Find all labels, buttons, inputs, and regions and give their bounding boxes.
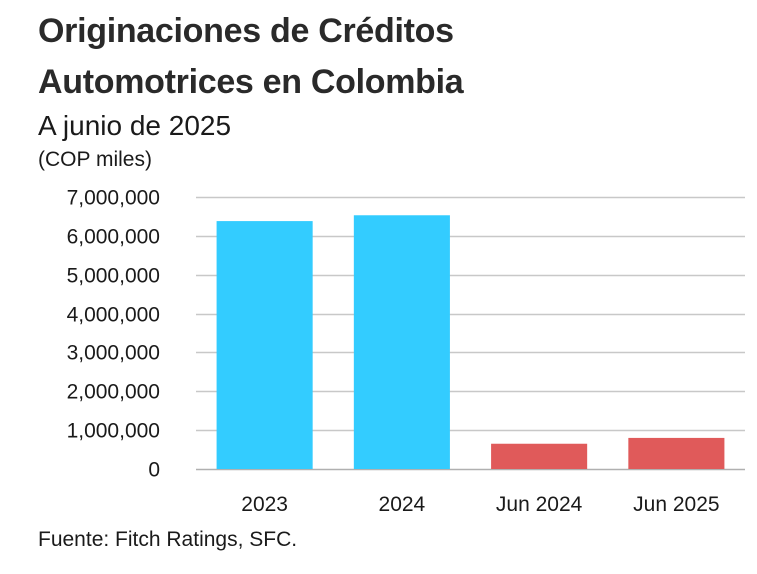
- y-tick-label: 5,000,000: [67, 265, 160, 288]
- chart-title-line-2: Automotrices en Colombia: [38, 63, 464, 101]
- y-tick-label: 4,000,000: [67, 304, 160, 327]
- source-note: Fuente: Fitch Ratings, SFC.: [38, 528, 298, 551]
- x-category-label: Jun 2024: [496, 493, 583, 516]
- x-category-label: Jun 2025: [633, 493, 719, 516]
- y-tick-label: 2,000,000: [67, 381, 160, 404]
- x-category-label: 2023: [241, 493, 288, 516]
- x-category-label: 2024: [379, 493, 426, 516]
- bar-jun-2025: [628, 437, 725, 469]
- y-tick-label: 7,000,000: [67, 187, 160, 210]
- y-tick-label: 1,000,000: [67, 420, 160, 443]
- chart-title-line-1: Originaciones de Créditos: [38, 12, 454, 50]
- chart-title: Originaciones de Créditos Automotrices e…: [38, 6, 738, 108]
- y-tick-label: 6,000,000: [67, 226, 160, 249]
- x-axis-category-labels: 2023 2024 Jun 2024 Jun 2025: [241, 493, 719, 516]
- bar-2023: [216, 221, 313, 469]
- bar-2024: [353, 215, 450, 469]
- y-axis-tick-labels: 0 1,000,000 2,000,000 3,000,000 4,000,000 5,0…: [67, 187, 160, 482]
- bars: [216, 215, 725, 469]
- chart-subtitle: A junio de 2025: [38, 110, 232, 141]
- y-tick-label: 3,000,000: [67, 342, 160, 365]
- y-tick-label: 0: [148, 459, 160, 482]
- bar-jun-2024: [491, 443, 588, 469]
- chart-unit-label: (COP miles): [38, 148, 152, 171]
